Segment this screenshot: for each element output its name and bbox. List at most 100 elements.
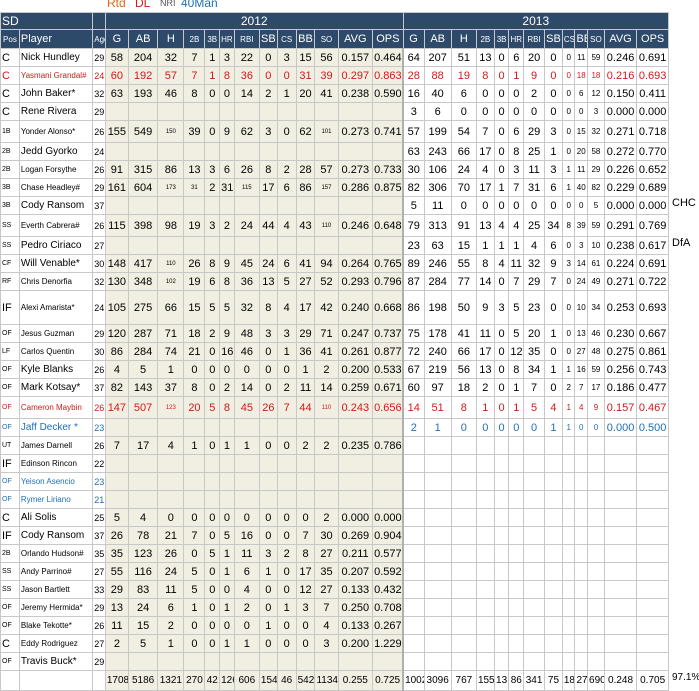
player-name-cell[interactable]: Jesus Guzman — [18, 324, 94, 343]
player-name-cell[interactable]: Jaff Decker * — [18, 418, 94, 437]
player-row[interactable]: C Yasmani Grandal# 24 60 192 57 7 1 8 36 0 0 31 39 0.2… — [0, 66, 669, 85]
player-row[interactable]: OF Travis Buck* 29 — [0, 652, 669, 671]
player-name-cell[interactable]: Carlos Quentin — [18, 342, 94, 361]
stat-column-header[interactable]: BB — [295, 29, 316, 49]
player-name-cell[interactable]: John Baker* — [18, 84, 94, 103]
stat-column-header[interactable]: CS — [561, 29, 576, 49]
player-name-cell[interactable]: Yeison Asencio — [18, 472, 94, 491]
player-row[interactable]: 3B Cody Ransom 37 5 11 0 0 0 0 0 0 0 0 5 0.000 0.000 — [0, 196, 669, 215]
stat-column-header[interactable]: AVG — [337, 29, 374, 49]
stat-column-header[interactable]: RBI — [233, 29, 260, 49]
player-row[interactable]: IF Alexi Amarista* 24 105 275 66 15 5 5 32 8 4 17 42 0… — [0, 290, 669, 325]
player-name-cell[interactable]: Cameron Maybin — [18, 396, 94, 419]
stat-2012-cell: 157 — [314, 178, 339, 197]
player-row[interactable]: OF Jaff Decker * 23 2 1 0 0 0 0 0 1 1 0 0 0.000 0.500 — [0, 418, 669, 437]
player-name-cell[interactable]: Chase Headley# — [18, 178, 94, 197]
player-name-cell[interactable]: Blake Tekotte* — [18, 616, 94, 635]
player-row[interactable]: UT James Darnell 26 7 17 4 1 0 1 1 0 0 2 2 0.235 0.786 — [0, 436, 669, 455]
stat-column-header[interactable]: 3B — [493, 29, 510, 49]
age-column-header[interactable]: Age — [92, 29, 106, 49]
stat-column-header[interactable]: OPS — [636, 29, 669, 49]
stat-column-header[interactable]: AB — [423, 29, 452, 49]
player-name-cell[interactable]: Jeremy Hermida* — [18, 598, 94, 617]
player-name-cell[interactable]: James Darnell — [18, 436, 94, 455]
player-row[interactable]: SS Jason Bartlett 33 29 83 11 5 0 0 4 0 0 12 27 0.133 0… — [0, 580, 669, 599]
player-row[interactable]: OF Jeremy Hermida* 29 13 24 6 1 0 1 2 0 1 3 7 0.250 0.7… — [0, 598, 669, 617]
stat-column-header[interactable]: G — [104, 29, 129, 49]
player-name-cell[interactable]: Cody Ransom — [18, 196, 94, 215]
player-name-cell[interactable]: Eddy Rodriguez — [18, 634, 94, 653]
player-row[interactable]: LF Carlos Quentin 30 86 284 74 21 0 16 46 0 1 36 41 0.… — [0, 342, 669, 361]
player-row[interactable]: 1B Yonder Alonso* 26 155 549 150 39 0 9 62 3 0 62 101… — [0, 120, 669, 143]
player-row[interactable]: RF Chris Denorfia 32 130 348 102 19 6 8 36 13 5 27 52… — [0, 272, 669, 291]
stat-column-header[interactable]: SO — [314, 29, 339, 49]
stat-column-header[interactable]: 2B — [183, 29, 206, 49]
stat-column-header[interactable]: 2B — [475, 29, 495, 49]
player-row[interactable]: 2B Orlando Hudson# 35 35 123 26 0 5 1 11 3 2 8 27 0.21… — [0, 544, 669, 563]
player-name-cell[interactable]: Everth Cabrera# — [18, 214, 94, 237]
player-row[interactable]: 3B Chase Headley# 29 161 604 173 31 2 31 115 17 6 86… — [0, 178, 669, 197]
player-name-cell[interactable]: Pedro Ciriaco — [18, 236, 94, 255]
player-row[interactable]: 2B Logan Forsythe 26 91 315 86 13 3 6 26 8 2 28 57 0.2… — [0, 160, 669, 179]
player-name-cell[interactable]: Orlando Hudson# — [18, 544, 94, 563]
player-column-header[interactable]: Player — [18, 29, 94, 49]
player-row[interactable]: OF Yeison Asencio 23 — [0, 472, 669, 491]
player-name-cell[interactable]: Kyle Blanks — [18, 360, 94, 379]
player-name-cell[interactable]: Mark Kotsay* — [18, 378, 94, 397]
player-name-cell[interactable]: Cody Ransom — [18, 526, 94, 545]
player-name-cell[interactable]: Yasmani Grandal# — [18, 66, 94, 85]
stat-column-header[interactable]: SB — [544, 29, 563, 49]
player-name-cell[interactable]: Ali Solis — [18, 508, 94, 527]
stat-column-header[interactable]: AVG — [603, 29, 638, 49]
player-row[interactable]: OF Blake Tekotte* 26 11 15 2 0 0 0 0 1 0 0 4 0.133 0.26… — [0, 616, 669, 635]
player-row[interactable]: C Eddy Rodriguez 27 2 5 1 0 0 1 1 0 0 0 3 0.200 1.229 — [0, 634, 669, 653]
stat-column-header[interactable]: CS — [276, 29, 297, 49]
player-name-cell[interactable]: Jedd Gyorko — [18, 142, 94, 161]
player-row[interactable]: OF Jesus Guzman 29 120 287 71 18 2 9 48 3 3 29 71 0.24… — [0, 324, 669, 343]
player-name-cell[interactable]: Logan Forsythe — [18, 160, 94, 179]
player-name-cell[interactable]: Nick Hundley — [18, 48, 94, 67]
player-row[interactable]: C Nick Hundley 29 58 204 32 7 1 3 22 0 3 15 56 0.157 0.… — [0, 48, 669, 67]
player-row[interactable]: IF Edinson Rincon 22 — [0, 454, 669, 473]
player-name-cell[interactable]: Rymer Liriano — [18, 490, 94, 509]
player-name-cell[interactable]: Andy Parrino# — [18, 562, 94, 581]
stat-column-header[interactable]: H — [450, 29, 477, 49]
player-name-cell[interactable]: Chris Denorfia — [18, 272, 94, 291]
player-row[interactable]: CF Will Venable* 30 148 417 110 26 8 9 45 24 6 41 94 0… — [0, 254, 669, 273]
player-row[interactable]: OF Mark Kotsay* 37 82 143 37 8 0 2 14 0 2 11 14 0.259 0… — [0, 378, 669, 397]
player-row[interactable]: OF Cameron Maybin 26 147 507 123 20 5 8 45 26 7 44 11… — [0, 396, 669, 419]
player-name-cell[interactable]: Edinson Rincon — [18, 454, 94, 473]
player-name-cell[interactable]: Jason Bartlett — [18, 580, 94, 599]
player-row[interactable]: 2B Jedd Gyorko 24 63 243 66 17 0 8 25 1 0 20 58 0.272 0… — [0, 142, 669, 161]
stat-column-header[interactable]: BB — [574, 29, 589, 49]
player-name-cell[interactable]: Travis Buck* — [18, 652, 94, 671]
stat-column-header[interactable]: HR — [219, 29, 235, 49]
player-name-cell[interactable]: Yonder Alonso* — [18, 120, 94, 143]
stat-2012-cell: 5 — [183, 562, 206, 581]
player-row[interactable]: C John Baker* 32 63 193 46 8 0 0 14 2 1 20 41 0.238 0.5… — [0, 84, 669, 103]
stat-column-header[interactable]: AB — [127, 29, 159, 49]
pos-column-header[interactable]: Pos — [0, 29, 20, 49]
player-row[interactable]: C Ali Solis 25 5 4 0 0 0 0 0 0 0 0 2 0.000 0.000 — [0, 508, 669, 527]
stat-2013-cell: 4 — [508, 214, 525, 237]
player-row[interactable]: SS Pedro Ciriaco 27 23 63 15 1 1 1 4 6 0 3 10 0.238 0.6… — [0, 236, 669, 255]
stat-column-header[interactable]: H — [157, 29, 185, 49]
stat-column-header[interactable]: 3B — [204, 29, 221, 49]
player-row[interactable]: SS Everth Cabrera# 26 115 398 98 19 3 2 24 44 4 43 11… — [0, 214, 669, 237]
player-name-cell[interactable]: Rene Rivera — [18, 102, 94, 121]
player-row[interactable]: OF Kyle Blanks 26 4 5 1 0 0 0 0 0 0 1 2 0.200 0.533 67 21… — [0, 360, 669, 379]
player-row[interactable]: C Rene Rivera 29 3 6 0 0 0 0 0 0 0 0 3 0.000 0.000 — [0, 102, 669, 121]
stat-column-header[interactable]: OPS — [372, 29, 404, 49]
player-row[interactable]: IF Cody Ransom 37 26 78 21 7 0 5 16 0 0 7 30 0.269 0.90… — [0, 526, 669, 545]
stat-column-header[interactable]: HR — [508, 29, 525, 49]
player-name-cell[interactable]: Alexi Amarista* — [18, 290, 94, 325]
stat-column-header[interactable]: G — [402, 29, 425, 49]
player-name-cell[interactable]: Will Venable* — [18, 254, 94, 273]
stat-column-header[interactable]: RBI — [523, 29, 546, 49]
stat-column-header[interactable]: SB — [258, 29, 278, 49]
stat-column-header[interactable]: SO — [587, 29, 605, 49]
player-row[interactable]: SS Andy Parrino# 27 55 116 24 5 0 1 6 1 0 17 35 0.207 0… — [0, 562, 669, 581]
player-row[interactable]: OF Rymer Liriano 21 — [0, 490, 669, 509]
stat-2013-cell: 1 — [561, 396, 576, 419]
stat-2012-cell: 0 — [204, 84, 221, 103]
